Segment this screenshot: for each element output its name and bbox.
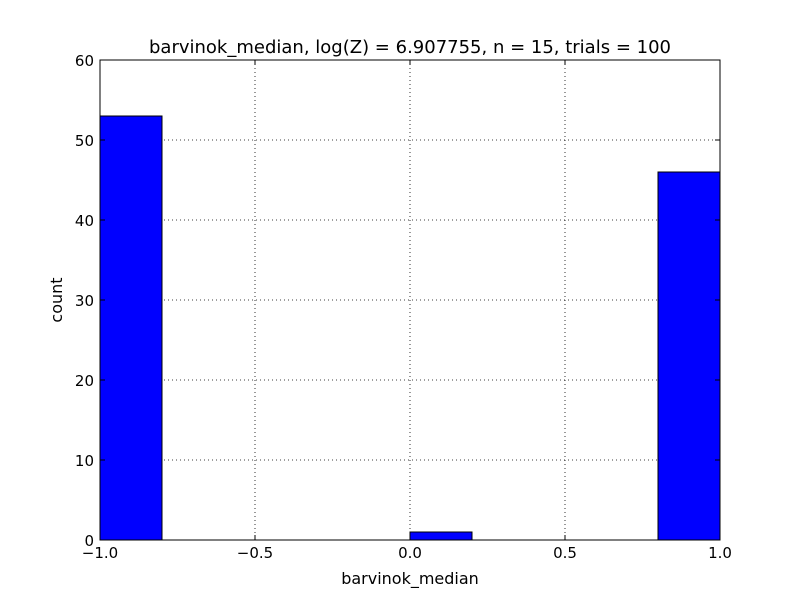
x-axis-label: barvinok_median: [341, 569, 479, 589]
y-tick-label: 0: [84, 532, 94, 550]
y-tick-label: 60: [75, 52, 94, 70]
axis-ticks: −1.0 −0.5 0.0 0.5 1.0 0 10 20 30 40 50 60: [75, 52, 732, 562]
bars: [99, 115, 721, 541]
y-tick-label: 40: [75, 212, 94, 230]
histogram-bar-0: [99, 115, 163, 541]
chart-title: barvinok_median, log(Z) = 6.907755, n = …: [149, 37, 671, 58]
x-tick-label: 0.5: [553, 544, 577, 562]
x-tick-label: −1.0: [82, 544, 118, 562]
x-tick-label: 1.0: [708, 544, 732, 562]
histogram-bar-9: [657, 171, 721, 541]
y-tick-label: 20: [75, 372, 94, 390]
y-tick-label: 30: [75, 292, 94, 310]
y-tick-label: 10: [75, 452, 94, 470]
histogram-bar-5: [409, 531, 473, 541]
y-axis-label: count: [47, 277, 66, 322]
x-tick-label: 0.0: [398, 544, 422, 562]
x-tick-label: −0.5: [237, 544, 273, 562]
y-tick-label: 50: [75, 132, 94, 150]
